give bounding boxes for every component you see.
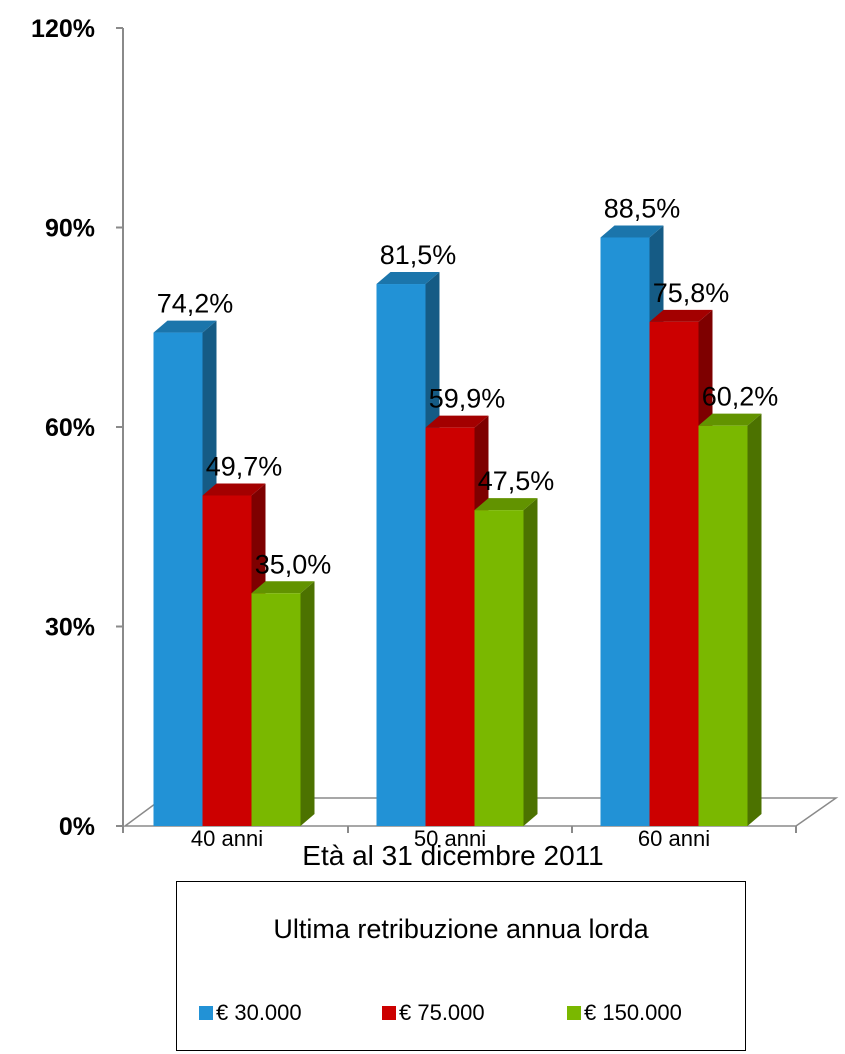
data-label: 35,0% <box>255 549 332 579</box>
bar-top <box>600 225 664 238</box>
data-label: 49,7% <box>206 451 283 481</box>
bar-chart: 0% 30% 60% 90% 120% 40 anni 50 anni 60 anni 74,… <box>31 15 839 871</box>
legend-item: € 30.000 <box>199 1000 302 1026</box>
bar-group <box>474 498 538 826</box>
bar-top <box>649 309 713 322</box>
x-tick-label: 50 anni <box>414 826 486 851</box>
data-label: 59,9% <box>429 384 506 414</box>
bar-top <box>474 498 538 511</box>
bar-group <box>251 581 315 826</box>
legend-label: € 150.000 <box>584 1000 682 1025</box>
y-tick-label: 60% <box>45 414 95 442</box>
legend-title: Ultima retribuzione annua lorda <box>273 914 649 944</box>
bar <box>600 237 650 827</box>
bar-top <box>153 320 217 333</box>
bar-side <box>747 413 762 826</box>
legend-item: € 75.000 <box>382 1000 485 1026</box>
bar-top <box>425 415 489 428</box>
legend-swatch <box>199 1006 213 1020</box>
data-label: 88,5% <box>604 193 681 223</box>
bar <box>376 284 426 826</box>
bar-side <box>523 498 538 826</box>
x-tick-label: 60 anni <box>638 826 710 851</box>
bar <box>698 425 748 826</box>
legend-swatch <box>567 1006 581 1020</box>
y-tick-label: 0% <box>59 813 95 841</box>
bar-top <box>376 272 440 285</box>
data-label: 47,5% <box>478 466 555 496</box>
y-tick-label: 120% <box>31 15 95 43</box>
bar-group <box>698 413 762 826</box>
bar <box>649 321 699 826</box>
bar-top <box>698 413 762 426</box>
legend-items: € 30.000 € 75.000 € 150.000 <box>177 1000 745 1030</box>
bar <box>425 427 475 826</box>
data-label: 75,8% <box>653 278 730 308</box>
legend-label: € 30.000 <box>216 1000 302 1025</box>
legend-label: € 75.000 <box>399 1000 485 1025</box>
data-label: 74,2% <box>157 289 234 319</box>
bar <box>251 593 301 826</box>
bar-top <box>202 483 266 496</box>
y-tick-label: 90% <box>45 215 95 243</box>
bar-side <box>300 581 315 826</box>
bar <box>153 332 203 826</box>
y-tick-label: 30% <box>45 614 95 642</box>
legend: Ultima retribuzione annua lorda € 30.000… <box>176 881 746 1051</box>
x-axis-title: Età al 31 dicembre 2011 <box>302 840 603 871</box>
legend-item: € 150.000 <box>567 1000 682 1026</box>
x-tick-label: 40 anni <box>191 826 263 851</box>
bar <box>474 510 524 826</box>
legend-swatch <box>382 1006 396 1020</box>
bar <box>202 495 252 826</box>
data-label: 81,5% <box>380 240 457 270</box>
bar-top <box>251 581 315 594</box>
data-label: 60,2% <box>702 382 779 412</box>
